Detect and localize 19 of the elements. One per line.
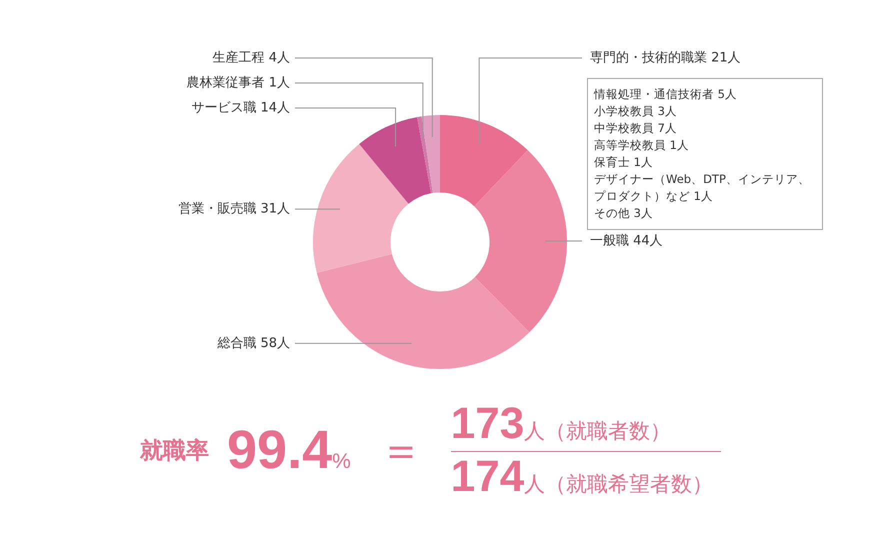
text: デザイナー（Web、DTP、インテリア、プロダクト）など 1人 [594,171,811,205]
text: 高等学校教員 1人 [594,137,690,154]
slice-label: 生産工程 4人 [212,49,290,66]
slice-label: 専門的・技術的職業 21人 [590,50,741,66]
text: 中学校教員 7人 [594,120,678,137]
slice-label: 営業・販売職 31人 [178,201,290,216]
slice-label: サービス職 14人 [191,100,290,116]
text: 99.4% [227,420,351,480]
text: その他 3人 [594,205,654,222]
text: ＝ [378,424,423,476]
slice-label: 総合職 58人 [216,336,290,351]
text: 小学校教員 3人 [594,103,678,120]
text: 173人（就職者数） [450,398,672,448]
text: 情報処理・通信技術者 5人 [594,86,738,103]
slice-label: 一般職 44人 [590,233,663,248]
slice-label: 農林業従事者 1人 [186,75,290,90]
text: 174人（就職希望者数） [450,452,714,500]
text: 就職率 [140,436,209,464]
text: 保育士 1人 [594,154,654,171]
